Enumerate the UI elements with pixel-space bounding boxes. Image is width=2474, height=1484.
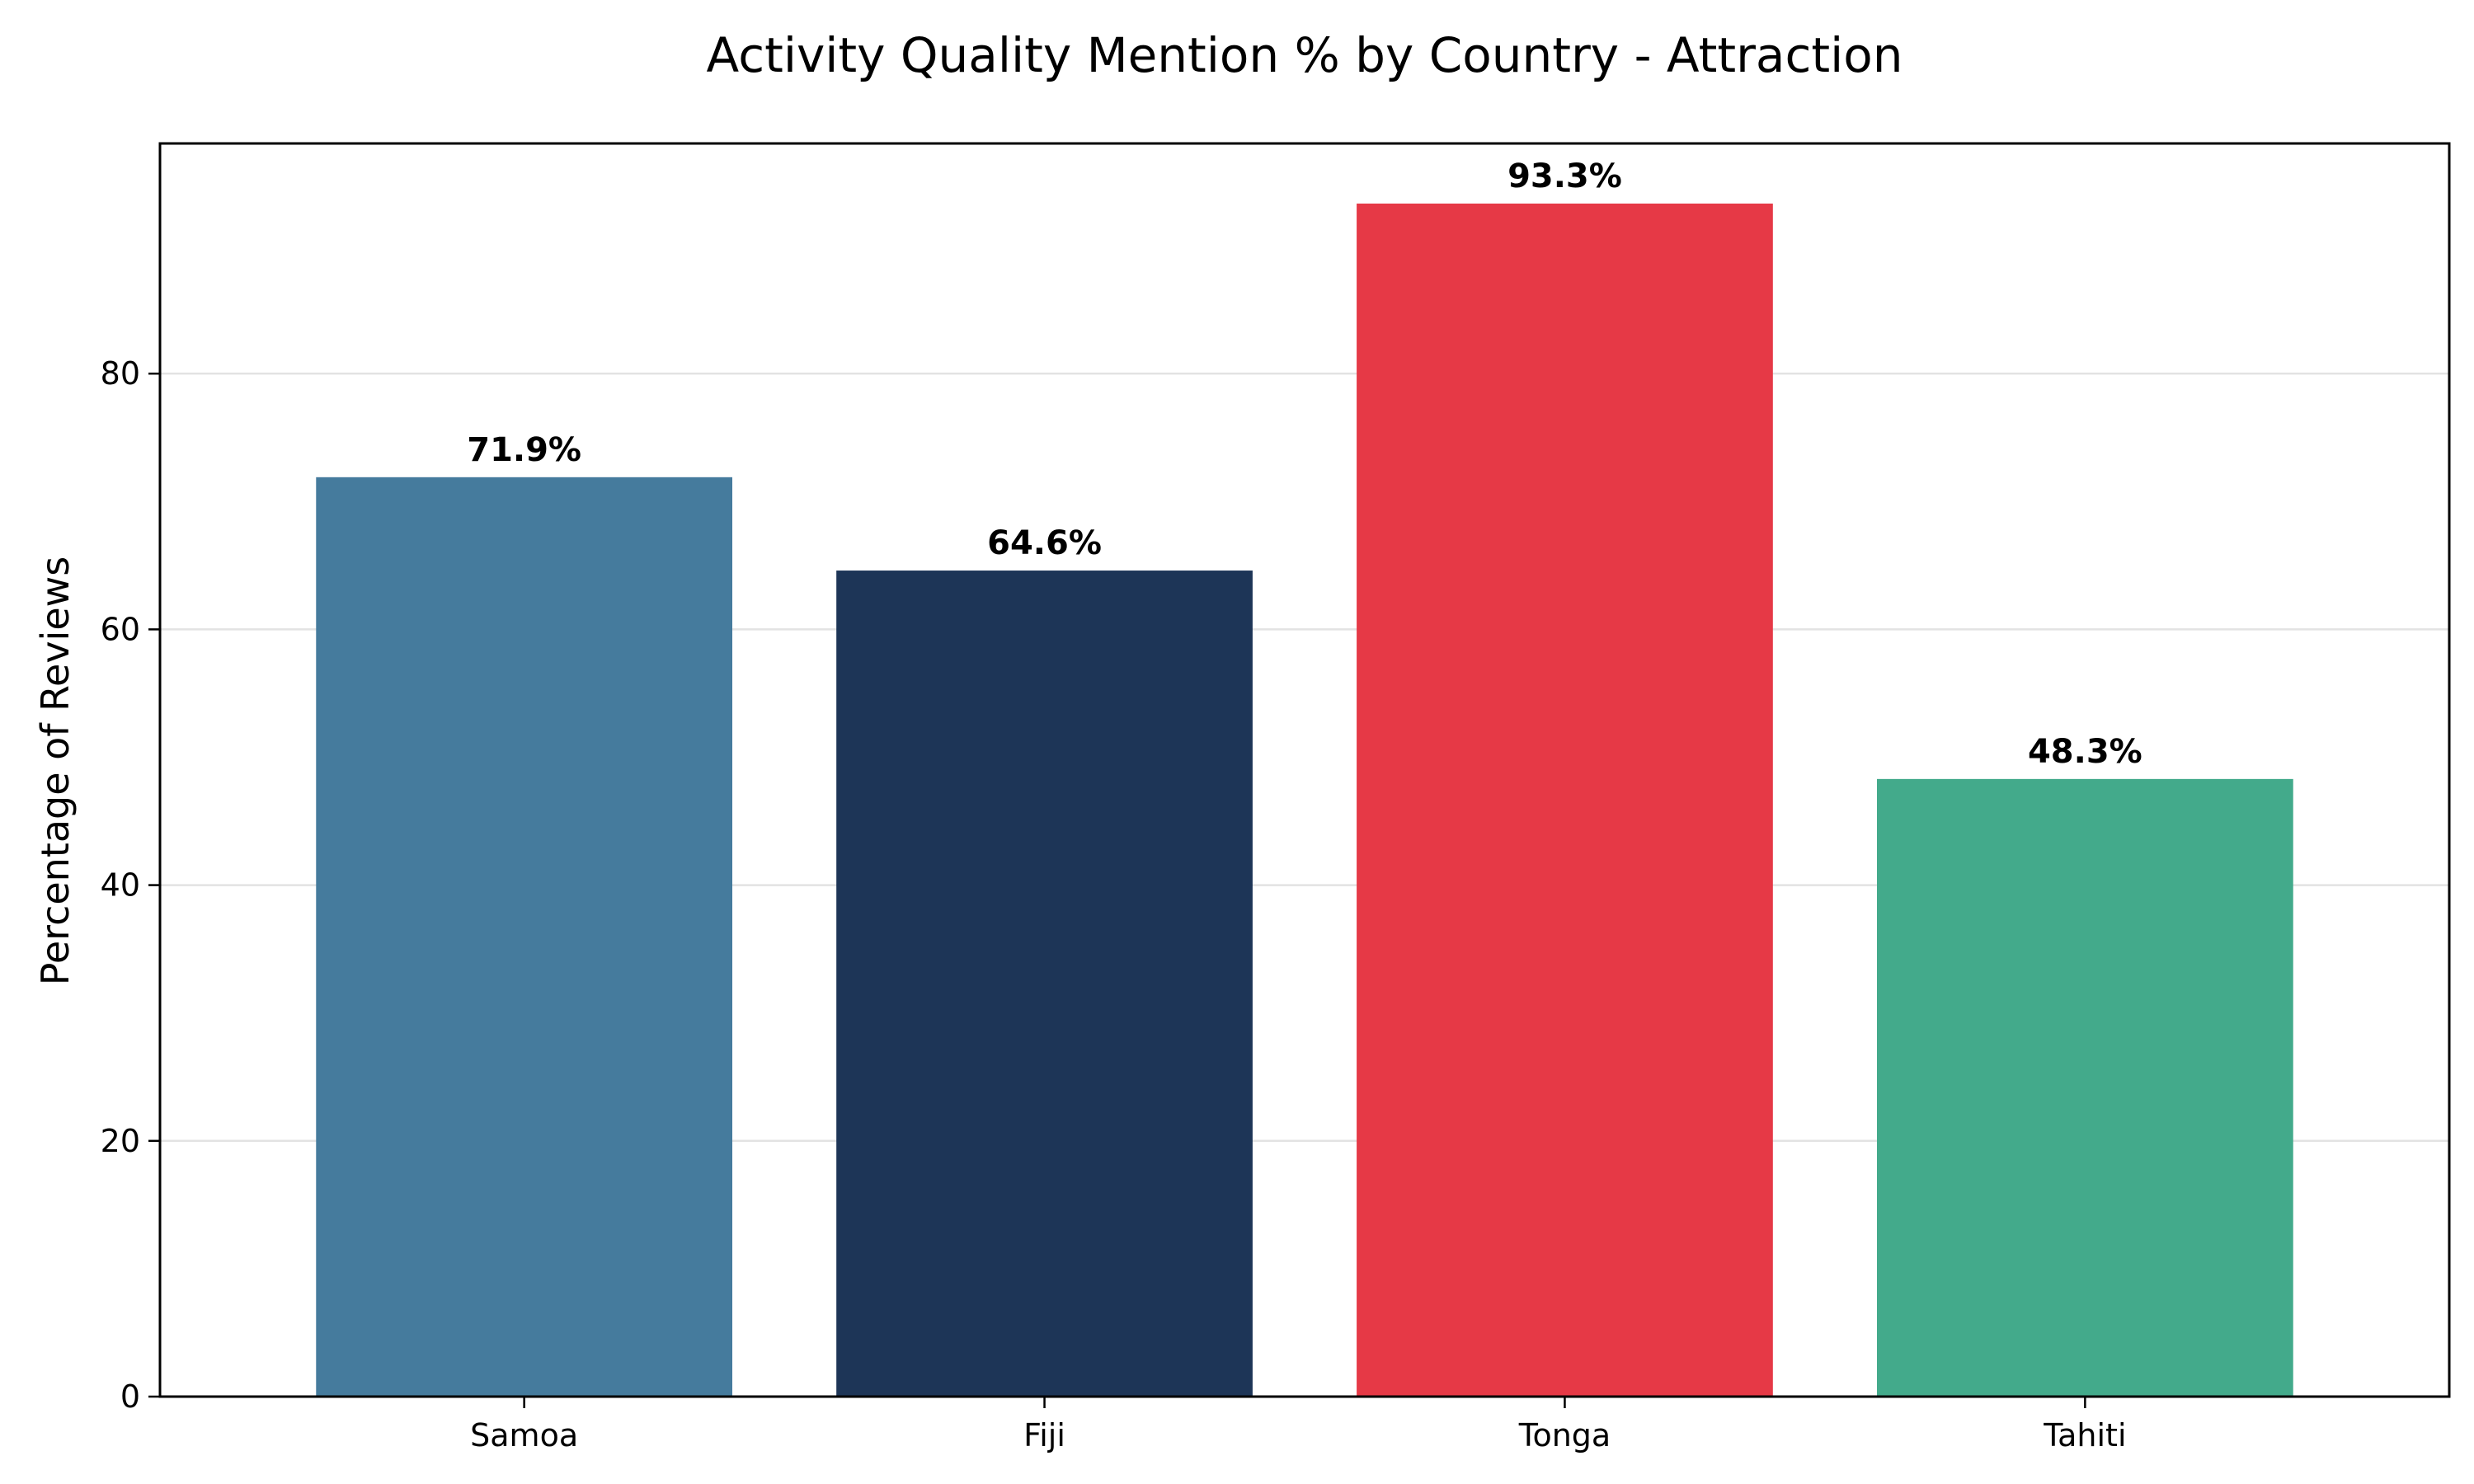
chart-title: Activity Quality Mention % by Country - … bbox=[707, 27, 1903, 83]
y-tick-label: 40 bbox=[101, 867, 140, 904]
bar-tonga bbox=[1357, 203, 1773, 1397]
x-tick-label: Fiji bbox=[1023, 1417, 1065, 1453]
bar-value-labels: 71.9% 64.6% 93.3% 48.3% bbox=[467, 157, 2142, 771]
x-tick-label: Tonga bbox=[1518, 1417, 1611, 1453]
x-tick-label: Tahiti bbox=[2043, 1417, 2126, 1453]
bar-value-label: 71.9% bbox=[467, 431, 581, 469]
bar-samoa bbox=[316, 477, 732, 1397]
y-tick-label: 20 bbox=[101, 1123, 140, 1159]
y-tick-label: 80 bbox=[101, 355, 140, 392]
axes: 0 20 40 60 80 Samoa Fiji Tonga Tahiti bbox=[101, 355, 2127, 1453]
bar-value-label: 48.3% bbox=[2028, 733, 2142, 771]
bar-tahiti bbox=[1877, 778, 2293, 1397]
y-tick-label: 60 bbox=[101, 611, 140, 647]
bar-fiji bbox=[836, 571, 1253, 1397]
y-axis-label: Percentage of Reviews bbox=[33, 556, 78, 985]
bar-value-label: 93.3% bbox=[1507, 157, 1622, 195]
plot-frame bbox=[158, 142, 2451, 1398]
bar-value-label: 64.6% bbox=[987, 524, 1102, 562]
x-tick-label: Samoa bbox=[470, 1417, 578, 1453]
y-tick-label: 0 bbox=[120, 1378, 140, 1415]
bars bbox=[316, 203, 2293, 1397]
